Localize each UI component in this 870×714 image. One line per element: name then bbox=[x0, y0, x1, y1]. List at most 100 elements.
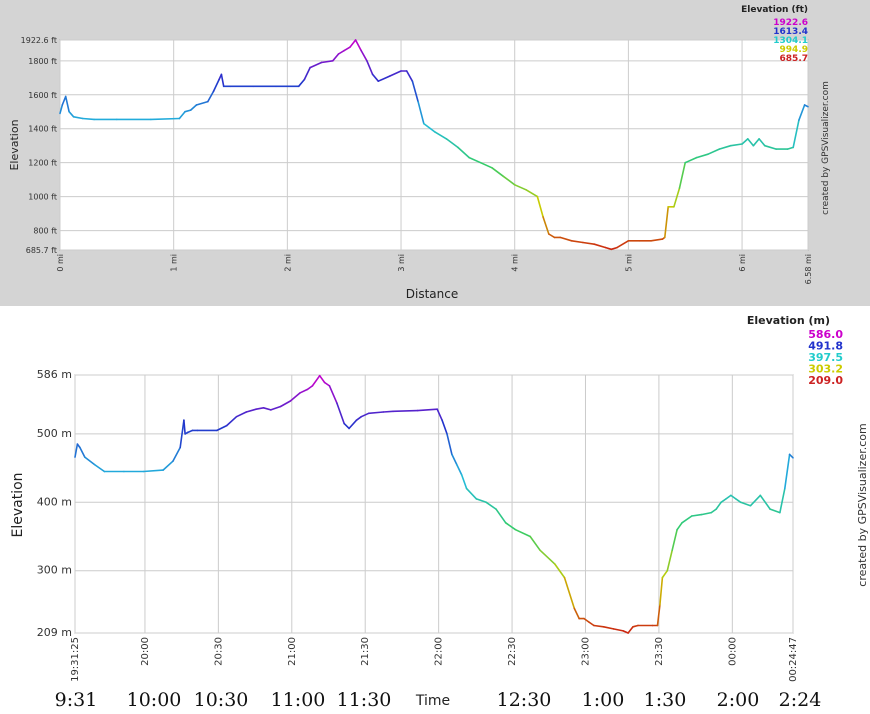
y-tick-label: 500 m bbox=[37, 427, 72, 440]
elevation-segment bbox=[539, 549, 556, 565]
y-tick-label: 800 ft bbox=[33, 227, 57, 236]
elevation-segment bbox=[779, 487, 786, 514]
time-chart-grid bbox=[74, 374, 794, 634]
elevation-segment bbox=[553, 563, 566, 579]
elevation-segment bbox=[720, 498, 727, 504]
y-tick-label: 1800 ft bbox=[28, 57, 57, 66]
elevation-segment bbox=[318, 374, 326, 384]
elevation-segment bbox=[216, 424, 228, 432]
elevation-segment bbox=[142, 469, 164, 473]
elevation-segment bbox=[593, 243, 607, 249]
x-tick-label: 2 mi bbox=[283, 254, 292, 272]
elevation-segment bbox=[678, 161, 687, 189]
x-tick-label: 3 mi bbox=[397, 254, 406, 272]
elevation-segment bbox=[436, 408, 443, 422]
x-tick-label: 4 mi bbox=[511, 254, 520, 272]
x-tick-label: 21:00 bbox=[287, 637, 298, 666]
elevation-segment bbox=[542, 216, 550, 235]
elevation-segment bbox=[178, 110, 186, 120]
elevation-segment bbox=[367, 411, 385, 415]
elevation-segment bbox=[434, 131, 448, 140]
elevation-segment bbox=[707, 148, 721, 155]
elevation-segment bbox=[803, 104, 809, 108]
time-chart-x-ticks: 19:31:25 20:00 20:30 21:00 21:30 22:00 22:30 23… bbox=[70, 637, 799, 682]
time-chart-panel: 209 m 300 m 400 m 500 m 586 m 19:31:25 20:00 2… bbox=[10, 314, 869, 711]
x-tick-label: 00:00 bbox=[727, 637, 738, 666]
elevation-segment bbox=[84, 456, 96, 466]
elevation-segment bbox=[207, 90, 215, 103]
elevation-segment bbox=[659, 576, 664, 606]
elevation-segment bbox=[718, 144, 732, 150]
elevation-segment bbox=[604, 246, 613, 251]
elevation-segment bbox=[451, 453, 458, 466]
elevation-segment bbox=[186, 429, 194, 434]
elevation-segment bbox=[441, 419, 448, 435]
elevation-segment bbox=[360, 49, 368, 62]
elevation-segment bbox=[715, 501, 722, 510]
distance-chart-grid bbox=[59, 39, 809, 251]
distance-chart-panel: 685.7 ft 800 ft 1000 ft 1200 ft 1400 ft 1600 … bbox=[0, 0, 870, 306]
legend-value: 994.9 bbox=[780, 45, 808, 55]
elevation-segment bbox=[559, 236, 573, 242]
elevation-segment bbox=[303, 66, 311, 81]
elevation-segment bbox=[388, 70, 402, 77]
elevation-segment bbox=[695, 153, 709, 159]
handwritten-time-label: 12:30 bbox=[497, 689, 552, 711]
elevation-segment bbox=[570, 240, 584, 244]
elevation-segment bbox=[405, 70, 414, 82]
elevation-segment bbox=[741, 138, 749, 145]
legend-value: 685.7 bbox=[780, 54, 808, 64]
elevation-segment bbox=[220, 73, 225, 88]
elevation-segment bbox=[299, 388, 309, 394]
elevation-segment bbox=[502, 175, 516, 186]
elevation-segment bbox=[622, 630, 629, 634]
elevation-segment bbox=[656, 604, 661, 627]
elevation-segment bbox=[663, 206, 670, 239]
elevation-segment bbox=[468, 156, 482, 164]
elevation-segment bbox=[225, 415, 238, 427]
elevation-segment bbox=[81, 117, 95, 121]
x-tick-label: 0 mi bbox=[56, 254, 65, 272]
elevation-segment bbox=[72, 116, 84, 120]
elevation-segment bbox=[684, 156, 698, 164]
elevation-segment bbox=[457, 146, 471, 159]
elevation-segment bbox=[377, 75, 391, 82]
elevation-segment bbox=[320, 59, 334, 64]
elevation-segment bbox=[676, 521, 683, 531]
elevation-segment bbox=[212, 78, 220, 93]
time-chart-y-ticks: 209 m 300 m 400 m 500 m 586 m bbox=[37, 368, 72, 639]
elevation-segment bbox=[349, 39, 357, 49]
elevation-segment bbox=[74, 443, 79, 458]
elevation-segment bbox=[460, 474, 468, 490]
elevation-segment bbox=[279, 400, 292, 408]
x-tick-label: 22:30 bbox=[507, 637, 518, 666]
elevation-segment bbox=[734, 498, 742, 504]
elevation-segment bbox=[309, 61, 323, 69]
elevation-segment bbox=[337, 49, 346, 55]
elevation-segment bbox=[504, 521, 517, 531]
elevation-segment bbox=[445, 138, 459, 149]
elevation-segment bbox=[354, 39, 363, 52]
elevation-segment bbox=[529, 535, 541, 552]
x-tick-label: 5 mi bbox=[624, 254, 633, 272]
elevation-segment bbox=[475, 498, 488, 504]
x-tick-label: 23:00 bbox=[580, 637, 591, 666]
elevation-segment bbox=[627, 625, 634, 634]
y-tick-label: 300 m bbox=[37, 564, 72, 577]
elevation-segment bbox=[311, 374, 321, 387]
elevation-segment bbox=[93, 463, 106, 473]
elevation-segment bbox=[68, 110, 75, 118]
elevation-segment bbox=[184, 109, 192, 113]
elevation-segment bbox=[513, 184, 527, 191]
legend-value: 1922.6 bbox=[773, 18, 808, 28]
distance-chart-x-axis-label: Distance bbox=[406, 287, 458, 301]
elevation-segment bbox=[59, 104, 64, 115]
time-chart-credit: created by GPSVisualizer.com bbox=[856, 423, 869, 586]
elevation-segment bbox=[610, 246, 618, 251]
elevation-segment bbox=[446, 433, 453, 456]
y-tick-label: 586 m bbox=[37, 368, 72, 381]
elevation-segment bbox=[422, 122, 436, 133]
